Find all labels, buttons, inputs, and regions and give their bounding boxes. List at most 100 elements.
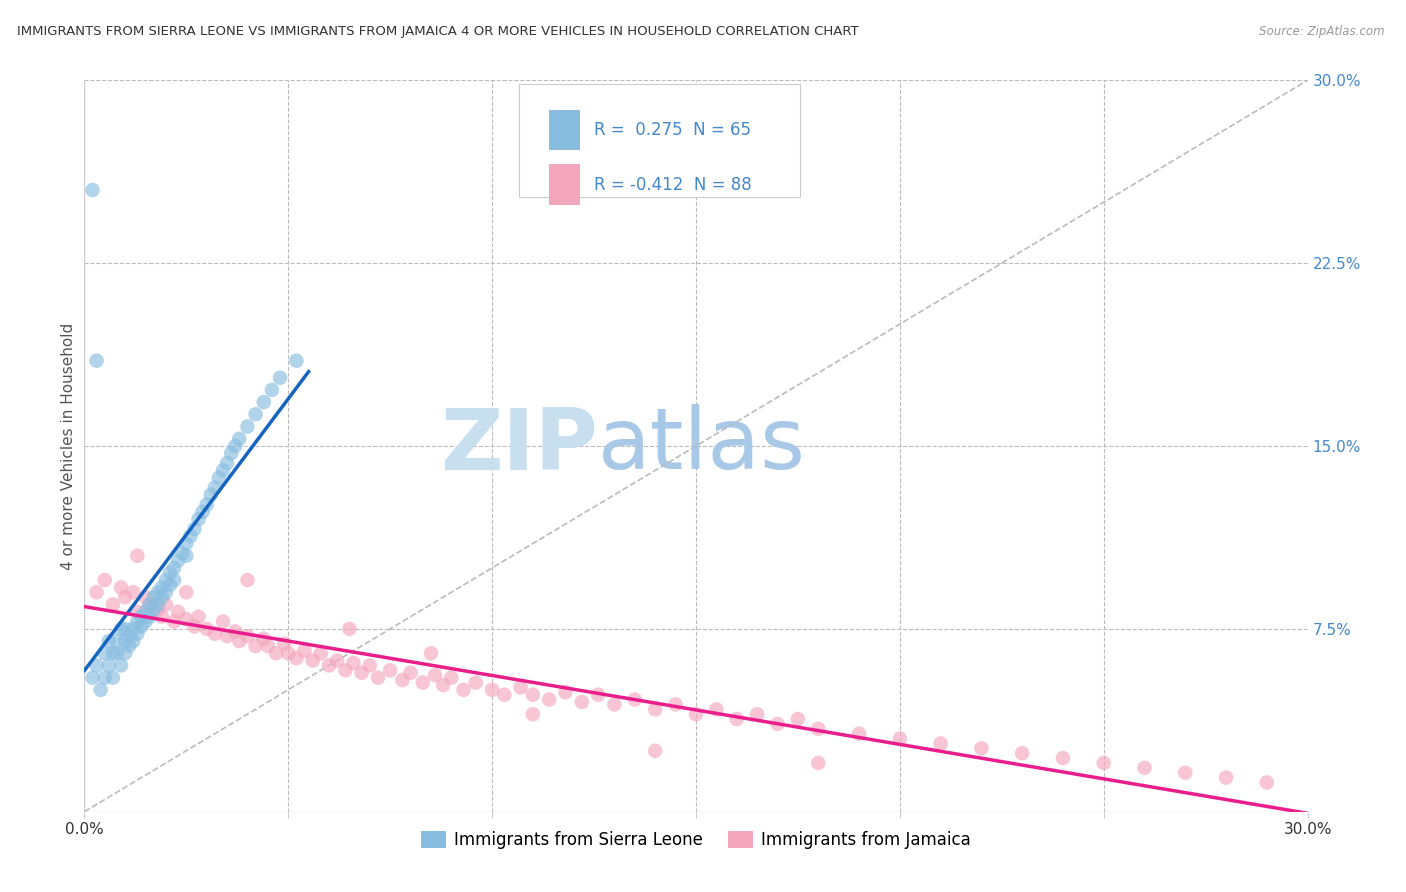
- Immigrants from Sierra Leone: [114, 634, 136, 648]
- Immigrants from Jamaica: [494, 688, 516, 702]
- Immigrants from Jamaica: [848, 727, 870, 741]
- Immigrants from Jamaica: [127, 605, 149, 619]
- Immigrants from Jamaica: [114, 590, 136, 604]
- Immigrants from Sierra Leone: [167, 553, 190, 567]
- Immigrants from Jamaica: [807, 756, 830, 770]
- Text: R =  0.275  N = 65: R = 0.275 N = 65: [595, 120, 751, 138]
- Immigrants from Jamaica: [163, 615, 186, 629]
- Immigrants from Sierra Leone: [219, 446, 242, 460]
- Immigrants from Sierra Leone: [191, 505, 214, 519]
- Immigrants from Sierra Leone: [150, 590, 173, 604]
- Immigrants from Jamaica: [236, 629, 259, 643]
- Immigrants from Sierra Leone: [245, 407, 267, 421]
- Immigrants from Sierra Leone: [204, 480, 226, 494]
- Y-axis label: 4 or more Vehicles in Household: 4 or more Vehicles in Household: [60, 322, 76, 570]
- Immigrants from Jamaica: [285, 651, 308, 665]
- Immigrants from Sierra Leone: [163, 573, 186, 587]
- Immigrants from Sierra Leone: [131, 609, 153, 624]
- FancyBboxPatch shape: [519, 84, 800, 197]
- Text: atlas: atlas: [598, 404, 806, 488]
- Immigrants from Sierra Leone: [236, 419, 259, 434]
- Immigrants from Sierra Leone: [135, 615, 157, 629]
- Immigrants from Sierra Leone: [138, 609, 160, 624]
- Immigrants from Jamaica: [522, 688, 544, 702]
- Text: Source: ZipAtlas.com: Source: ZipAtlas.com: [1260, 25, 1385, 38]
- Immigrants from Jamaica: [127, 549, 149, 563]
- Immigrants from Jamaica: [217, 629, 239, 643]
- Immigrants from Jamaica: [603, 698, 626, 712]
- Immigrants from Jamaica: [1011, 746, 1033, 760]
- Immigrants from Sierra Leone: [93, 671, 115, 685]
- Immigrants from Jamaica: [146, 602, 169, 616]
- Immigrants from Sierra Leone: [285, 353, 308, 368]
- Immigrants from Jamaica: [335, 663, 357, 677]
- Text: IMMIGRANTS FROM SIERRA LEONE VS IMMIGRANTS FROM JAMAICA 4 OR MORE VEHICLES IN HO: IMMIGRANTS FROM SIERRA LEONE VS IMMIGRAN…: [17, 25, 859, 38]
- Legend: Immigrants from Sierra Leone, Immigrants from Jamaica: Immigrants from Sierra Leone, Immigrants…: [415, 824, 977, 856]
- Immigrants from Sierra Leone: [105, 634, 128, 648]
- Immigrants from Jamaica: [339, 622, 361, 636]
- Immigrants from Sierra Leone: [142, 602, 165, 616]
- Immigrants from Jamaica: [150, 609, 173, 624]
- Immigrants from Jamaica: [807, 722, 830, 736]
- Immigrants from Jamaica: [228, 634, 250, 648]
- Immigrants from Sierra Leone: [110, 622, 132, 636]
- Immigrants from Sierra Leone: [253, 395, 276, 409]
- Immigrants from Jamaica: [167, 605, 190, 619]
- Immigrants from Jamaica: [522, 707, 544, 722]
- Immigrants from Sierra Leone: [142, 590, 165, 604]
- Immigrants from Sierra Leone: [138, 598, 160, 612]
- Immigrants from Jamaica: [359, 658, 381, 673]
- Immigrants from Jamaica: [101, 598, 124, 612]
- Immigrants from Jamaica: [318, 658, 340, 673]
- Immigrants from Sierra Leone: [146, 598, 169, 612]
- Immigrants from Jamaica: [747, 707, 769, 722]
- Text: R = -0.412  N = 88: R = -0.412 N = 88: [595, 176, 752, 194]
- Immigrants from Sierra Leone: [212, 463, 235, 477]
- Immigrants from Sierra Leone: [146, 585, 169, 599]
- Immigrants from Jamaica: [93, 573, 115, 587]
- Immigrants from Jamaica: [245, 639, 267, 653]
- Immigrants from Sierra Leone: [135, 605, 157, 619]
- Immigrants from Jamaica: [538, 692, 561, 706]
- Immigrants from Sierra Leone: [187, 512, 209, 526]
- Immigrants from Sierra Leone: [163, 561, 186, 575]
- Immigrants from Sierra Leone: [86, 353, 108, 368]
- Immigrants from Sierra Leone: [159, 578, 181, 592]
- Immigrants from Sierra Leone: [228, 432, 250, 446]
- Immigrants from Jamaica: [554, 685, 576, 699]
- Immigrants from Jamaica: [342, 656, 364, 670]
- Immigrants from Jamaica: [122, 585, 145, 599]
- FancyBboxPatch shape: [550, 164, 579, 204]
- Immigrants from Sierra Leone: [86, 658, 108, 673]
- Immigrants from Sierra Leone: [224, 439, 246, 453]
- Immigrants from Jamaica: [309, 646, 332, 660]
- Immigrants from Sierra Leone: [208, 471, 231, 485]
- Immigrants from Jamaica: [135, 590, 157, 604]
- Immigrants from Jamaica: [929, 736, 952, 750]
- Immigrants from Jamaica: [432, 678, 454, 692]
- Immigrants from Sierra Leone: [101, 646, 124, 660]
- Immigrants from Jamaica: [571, 695, 593, 709]
- Immigrants from Jamaica: [1052, 751, 1074, 765]
- Immigrants from Jamaica: [624, 692, 647, 706]
- Immigrants from Jamaica: [367, 671, 389, 685]
- Immigrants from Sierra Leone: [159, 566, 181, 580]
- Immigrants from Jamaica: [174, 612, 197, 626]
- Immigrants from Sierra Leone: [82, 183, 104, 197]
- Immigrants from Jamaica: [440, 671, 463, 685]
- Immigrants from Sierra Leone: [200, 488, 222, 502]
- Immigrants from Jamaica: [212, 615, 235, 629]
- Immigrants from Jamaica: [586, 688, 609, 702]
- Immigrants from Sierra Leone: [97, 658, 120, 673]
- Immigrants from Jamaica: [253, 632, 276, 646]
- Immigrants from Sierra Leone: [127, 626, 149, 640]
- Immigrants from Sierra Leone: [155, 585, 177, 599]
- Immigrants from Jamaica: [174, 585, 197, 599]
- Immigrants from Jamaica: [326, 654, 349, 668]
- Immigrants from Jamaica: [644, 702, 666, 716]
- Immigrants from Jamaica: [889, 731, 911, 746]
- Immigrants from Jamaica: [787, 712, 810, 726]
- Immigrants from Sierra Leone: [101, 671, 124, 685]
- Immigrants from Jamaica: [1092, 756, 1115, 770]
- Immigrants from Jamaica: [725, 712, 748, 726]
